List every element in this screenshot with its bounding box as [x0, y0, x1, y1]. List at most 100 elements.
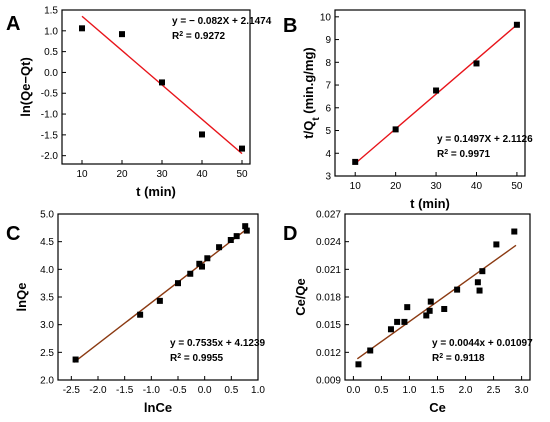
- data-point: [233, 233, 240, 240]
- data-point: [204, 255, 211, 262]
- y-tick-label: 10: [320, 12, 332, 23]
- y-tick-label: 5.0: [40, 210, 54, 221]
- x-tick-label: 0.0: [346, 385, 360, 396]
- data-point: [387, 326, 394, 333]
- fit-line: [354, 24, 518, 165]
- y-tick-label: -1.0: [41, 110, 59, 121]
- data-point: [426, 307, 433, 314]
- x-tick-label: 1.0: [251, 385, 265, 396]
- x-axis-label: Ce: [429, 400, 446, 415]
- data-point: [137, 311, 144, 318]
- data-point: [242, 223, 249, 230]
- data-point: [199, 263, 205, 270]
- y-axis-label: t/Qt (min.g/mg): [301, 47, 322, 138]
- panel-c: C -2.5 -2.0 -1.5 -1.0 -0.5 0.0 0.5 1.0 2.0 2.5 3.0 3…: [6, 210, 266, 416]
- data-point: [159, 79, 165, 86]
- x-tick-label: 50: [511, 181, 523, 192]
- y-tick-label: 3.0: [40, 320, 54, 331]
- data-point: [493, 241, 500, 248]
- y-tick-label: 2.5: [40, 348, 54, 359]
- x-tick-label: 2.0: [459, 385, 473, 396]
- panel-letter: C: [6, 223, 20, 245]
- y-tick-label: 9: [325, 35, 331, 46]
- y-tick-label: -1.5: [41, 130, 59, 141]
- y-tick-label: 0.027: [316, 210, 341, 221]
- y-tick-label: 3: [325, 172, 331, 183]
- data-point: [513, 21, 520, 28]
- x-tick-label: 1.0: [403, 385, 417, 396]
- y-tick-label: 6: [325, 103, 331, 114]
- panel-b: B 10 20 30 40 50 3 4 5 6 7 8 9 10 t (min) t/Qt (min.g/m…: [283, 9, 533, 211]
- data-point: [367, 347, 374, 354]
- x-tick-label: 40: [471, 181, 483, 192]
- x-axis-label: t (min): [410, 196, 450, 211]
- data-point: [72, 356, 79, 363]
- x-tick-label: 30: [156, 169, 168, 180]
- y-tick-label: 0.015: [316, 320, 341, 331]
- x-tick-label: -2.5: [63, 385, 81, 396]
- panel-d: D 0.0 0.5 1.0 1.5 2.0 2.5 3.0 0.009 0.012 0.015 0.0…: [283, 210, 533, 416]
- y-tick-label: 7: [325, 81, 331, 92]
- data-point: [352, 158, 359, 165]
- y-tick-label: 2.0: [40, 376, 54, 387]
- x-tick-label: 50: [236, 169, 248, 180]
- y-tick-label: -2.0: [41, 151, 59, 162]
- fit-line: [73, 227, 249, 363]
- data-point: [479, 268, 486, 275]
- fit-equation: y = 0.7535x + 4.1239: [170, 338, 266, 349]
- y-tick-label: 3.5: [40, 293, 54, 304]
- data-point: [175, 280, 181, 287]
- data-point: [454, 286, 461, 293]
- y-tick-label: -0.5: [41, 89, 59, 100]
- x-tick-label: -2.0: [89, 385, 107, 396]
- data-point: [187, 270, 194, 277]
- data-point: [392, 126, 399, 133]
- data-point: [401, 318, 408, 325]
- x-tick-label: 0.5: [374, 385, 388, 396]
- data-point: [427, 298, 434, 305]
- x-tick-label: 10: [76, 169, 88, 180]
- y-tick-label: 1.0: [44, 26, 58, 37]
- x-tick-label: 0.5: [224, 385, 238, 396]
- x-tick-label: -1.5: [116, 385, 134, 396]
- r-squared: R2 = 0.9971: [437, 149, 491, 161]
- data-point: [216, 244, 223, 251]
- y-tick-label: 8: [325, 58, 331, 69]
- fit-line: [356, 244, 517, 360]
- data-point: [243, 227, 250, 234]
- y-tick-label: 4.0: [40, 265, 54, 276]
- x-axis-label: lnCe: [144, 400, 172, 415]
- x-axis-label: t (min): [136, 184, 176, 199]
- panel-a: A 10 20 30 40 50 -2.0 -1.5 -1.0 -0.5 0.0 0.5 1.0 1.5 t…: [6, 6, 272, 200]
- data-point: [476, 287, 483, 294]
- x-tick-label: 1.5: [431, 385, 445, 396]
- plot-frame: [61, 9, 251, 165]
- data-point: [119, 31, 125, 38]
- y-tick-label: 0.024: [316, 237, 341, 248]
- y-tick-label: 4: [325, 149, 331, 160]
- fit-equation: y = 0.1497X + 2.1126: [437, 134, 533, 145]
- y-axis-label: lnQe: [14, 283, 29, 312]
- y-axis-label: ln(Qe−Qt): [18, 57, 33, 117]
- data-point: [199, 131, 205, 138]
- x-tick-label: 2.5: [487, 385, 501, 396]
- y-tick-label: 5: [325, 126, 331, 137]
- y-tick-label: 0.018: [316, 293, 341, 304]
- data-point: [355, 361, 362, 368]
- x-tick-label: 0.0: [198, 385, 212, 396]
- y-tick-label: 0.5: [44, 47, 58, 58]
- fit-equation: y = 0.0044x + 0.01097: [432, 338, 533, 349]
- r-squared: R2 = 0.9118: [432, 353, 485, 365]
- y-tick-label: 4.5: [40, 237, 54, 248]
- data-point: [441, 305, 448, 312]
- data-point: [404, 304, 411, 311]
- x-tick-label: 20: [116, 169, 128, 180]
- data-point: [423, 312, 430, 319]
- panel-letter: A: [6, 13, 20, 35]
- data-point: [394, 318, 401, 325]
- x-tick-label: 3.0: [515, 385, 529, 396]
- panel-letter: B: [283, 15, 297, 37]
- r-squared: R2 = 0.9955: [170, 353, 224, 365]
- x-tick-label: 40: [196, 169, 208, 180]
